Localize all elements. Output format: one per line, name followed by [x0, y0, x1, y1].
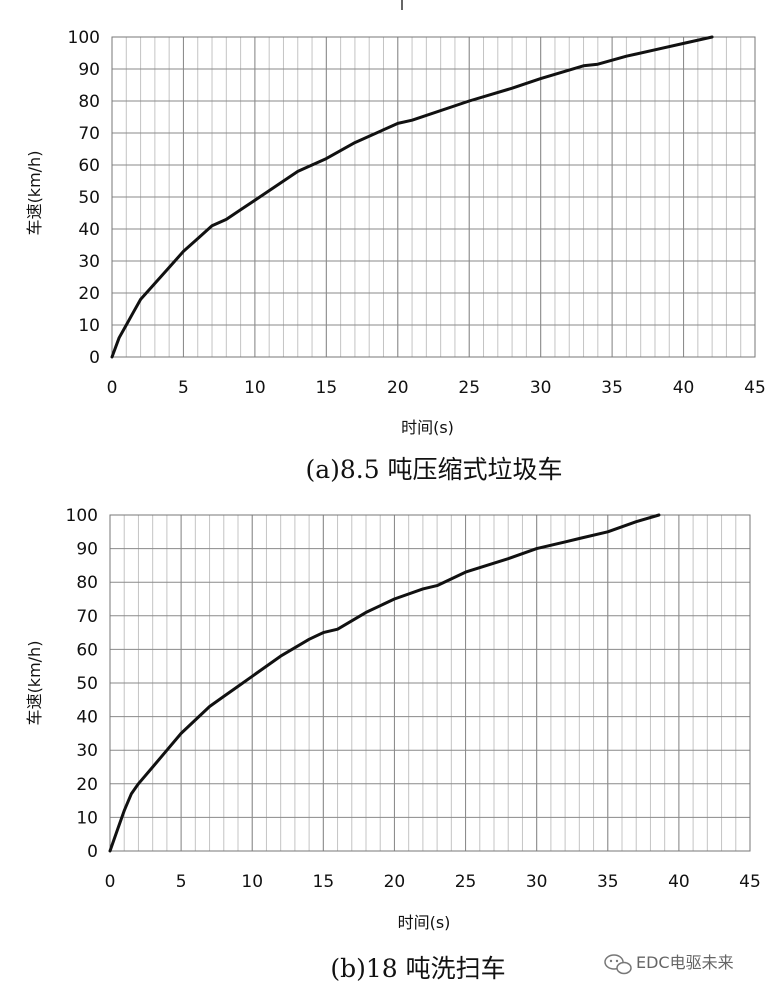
chart-b-y-axis-title: 车速(km/h)	[25, 641, 44, 726]
chart-a-xtick-label: 30	[530, 378, 552, 398]
chart-b-ytick-label: 80	[76, 573, 98, 593]
chart-a-ytick-label: 50	[78, 188, 100, 208]
chart-a-ytick-label: 20	[78, 284, 100, 304]
chart-b-ytick-label: 40	[76, 708, 98, 728]
chart-a-xtick-label: 25	[458, 378, 480, 398]
watermark-text: EDC电驱未来	[636, 953, 734, 972]
chart-b-ytick-label: 90	[76, 540, 98, 560]
chart-b-x-axis-title: 时间(s)	[398, 913, 451, 932]
chart-a-xtick-label: 15	[316, 378, 338, 398]
chart-b-caption: (b)18 吨洗扫车	[330, 954, 505, 983]
chart-b-xtick-label: 5	[176, 872, 187, 892]
chart-b-ytick-label: 60	[76, 640, 98, 660]
chart-a-ytick-label: 60	[78, 156, 100, 176]
chart-b-ytick-label: 10	[76, 808, 98, 828]
chart-a-speed-curve	[110, 35, 714, 359]
chart-b-ytick-label: 20	[76, 775, 98, 795]
chart-a-x-axis-title: 时间(s)	[401, 418, 454, 437]
chart-b-plot-frame	[109, 514, 751, 852]
watermark: EDC电驱未来	[604, 953, 734, 975]
wechat-icon	[604, 954, 632, 975]
chart-b-xtick-label: 0	[105, 872, 116, 892]
chart-a-caption: (a)8.5 吨压缩式垃圾车	[305, 455, 562, 484]
chart-b-ytick-label: 70	[76, 607, 98, 627]
chart-a-xtick-label: 5	[178, 378, 189, 398]
chart-a-xtick-label: 45	[744, 378, 766, 398]
chart-a-ytick-label: 90	[78, 60, 100, 80]
chart-a-y-axis-title: 车速(km/h)	[25, 151, 44, 236]
chart-a-major-grid	[111, 36, 756, 358]
chart-a: 0 10 20 30 40 50 60 70 80 90 100 0 5 10 15 20 25 30 35 40 45…	[25, 28, 766, 437]
chart-b-xtick-label: 45	[739, 872, 761, 892]
chart-b-xtick-label: 20	[384, 872, 406, 892]
chart-a-ytick-label: 80	[78, 92, 100, 112]
chart-a-xtick-label: 20	[387, 378, 409, 398]
chart-b-major-grid	[109, 514, 751, 852]
chart-b-speed-curve	[108, 513, 661, 853]
chart-b-xtick-label: 40	[668, 872, 690, 892]
chart-a-ytick-label: 30	[78, 252, 100, 272]
chart-b-ytick-label: 50	[76, 674, 98, 694]
chart-a-ytick-label: 10	[78, 316, 100, 336]
chart-a-ytick-label: 100	[68, 28, 100, 48]
chart-b-xtick-label: 35	[597, 872, 619, 892]
chart-b-ytick-label: 0	[87, 842, 98, 862]
chart-a-xtick-label: 0	[107, 378, 118, 398]
chart-b-ytick-label: 30	[76, 741, 98, 761]
chart-b-xtick-label: 15	[313, 872, 335, 892]
chart-a-xtick-label: 40	[673, 378, 695, 398]
chart-a-ytick-label: 40	[78, 220, 100, 240]
chart-b-xtick-label: 30	[526, 872, 548, 892]
chart-b-xtick-label: 25	[455, 872, 477, 892]
chart-b: 0 10 20 30 40 50 60 70 80 90 100 0 5 10 15 20 25 30 35 40 45…	[25, 506, 761, 932]
chart-a-ytick-label: 0	[89, 348, 100, 368]
chart-a-plot-frame	[111, 36, 756, 358]
chart-a-ytick-label: 70	[78, 124, 100, 144]
chart-a-xtick-label: 35	[601, 378, 623, 398]
chart-b-ytick-label: 100	[66, 506, 98, 526]
chart-a-xtick-label: 10	[244, 378, 266, 398]
chart-b-xtick-label: 10	[241, 872, 263, 892]
